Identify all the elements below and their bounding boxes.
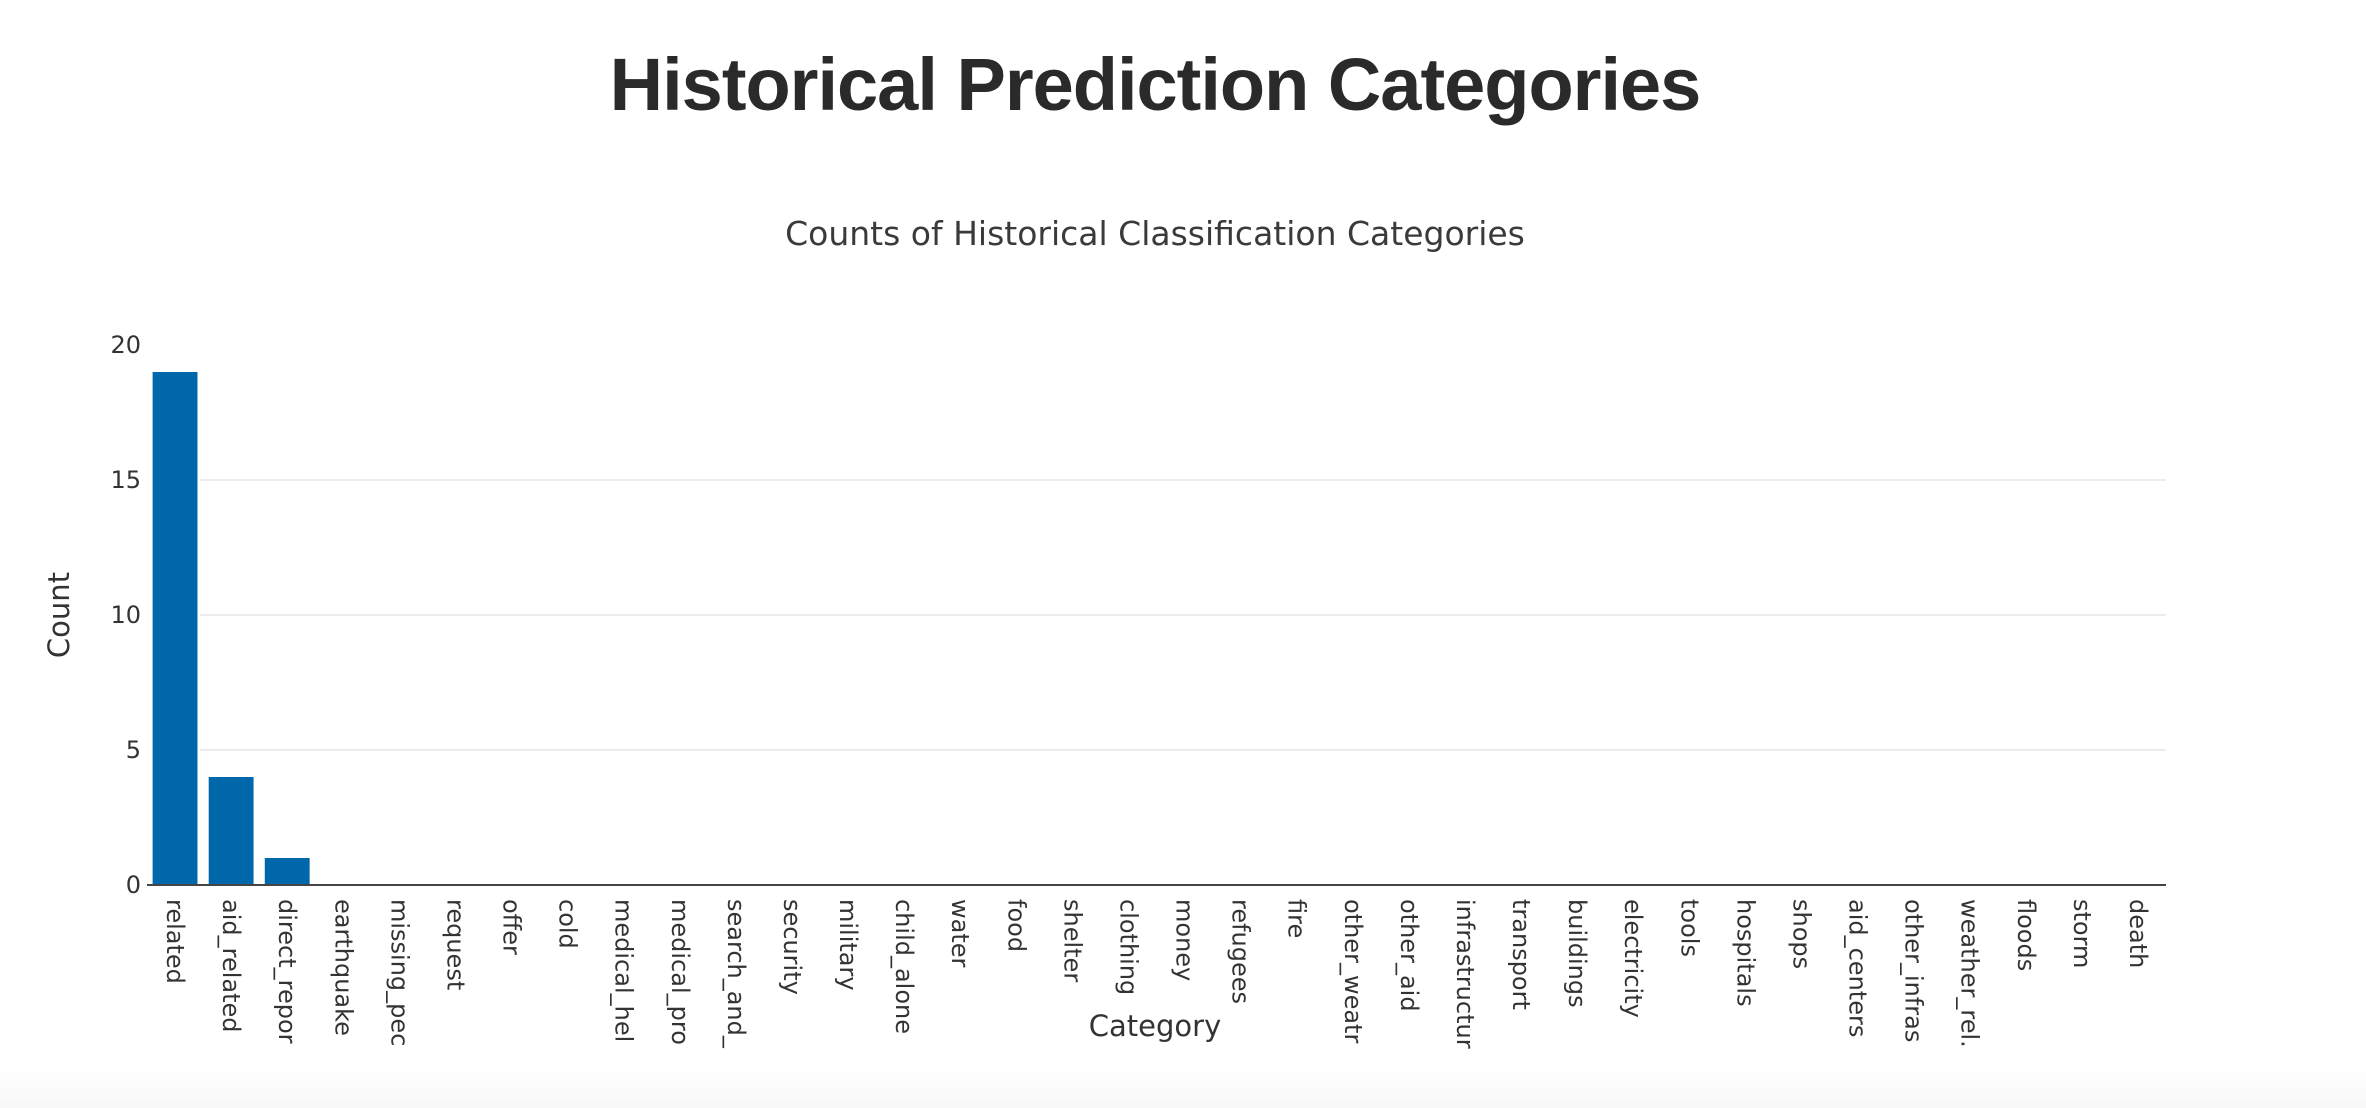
x-tick-label: storm: [2068, 899, 2096, 968]
bar-related[interactable]: [152, 372, 198, 885]
y-tick-label: 15: [110, 466, 141, 494]
x-tick-label: fire: [1283, 899, 1311, 938]
x-tick-label: floods: [2012, 899, 2040, 971]
x-tick-label: aid_centers: [1844, 899, 1872, 1037]
x-tick-label: other_aid: [1395, 899, 1423, 1012]
y-tick-label: 0: [126, 871, 141, 899]
bars: [152, 372, 310, 885]
x-tick-label: other_infras: [1900, 899, 1928, 1042]
x-tick-label: clothing: [1114, 899, 1142, 995]
y-tick-label: 10: [110, 601, 141, 629]
x-tick-label: food: [1002, 899, 1030, 952]
x-tick-label: search_and_: [722, 899, 750, 1049]
x-tick-label: direct_repor: [273, 899, 301, 1044]
x-tick-label: request: [441, 899, 469, 990]
x-tick-label: buildings: [1563, 899, 1591, 1008]
y-tick-label: 5: [126, 736, 141, 764]
x-tick-label: hospitals: [1731, 899, 1759, 1007]
x-tick-label: cold: [554, 899, 582, 949]
x-tick-label: weather_rel.: [1956, 899, 1984, 1048]
x-tick-label: child_alone: [890, 899, 918, 1034]
page-title: Historical Prediction Categories: [609, 43, 1702, 126]
x-tick-label: tools: [1675, 899, 1703, 957]
x-tick-label: water: [946, 899, 974, 968]
page-bottom-fade: [0, 1070, 2366, 1108]
y-tick-labels: 0 5 10 15 20: [110, 331, 141, 899]
x-tick-label: refugees: [1227, 899, 1255, 1004]
x-tick-label: death: [2124, 899, 2152, 968]
x-tick-label: transport: [1507, 899, 1535, 1010]
x-tick-label: electricity: [1619, 899, 1647, 1018]
x-tick-label: medical_pro: [666, 899, 694, 1045]
y-tick-label: 20: [110, 331, 141, 359]
x-tick-label: money: [1171, 899, 1199, 981]
x-tick-label: aid_related: [217, 899, 245, 1033]
x-tick-label: military: [834, 899, 862, 991]
grid-lines: [200, 479, 2166, 751]
x-tick-labels: related aid_related direct_repor earthquake…: [161, 899, 2152, 1049]
bar-direct_repor[interactable]: [264, 858, 310, 885]
chart-title: Counts of Historical Classification Cate…: [785, 214, 1525, 253]
x-tick-label: offer: [498, 899, 526, 955]
x-tick-label: shops: [1787, 899, 1815, 969]
x-tick-label: infrastructur: [1451, 899, 1479, 1049]
x-axis-title: Category: [1089, 1009, 1221, 1043]
x-tick-label: shelter: [1058, 899, 1086, 982]
x-tick-label: missing_pec: [385, 899, 413, 1046]
x-tick-label: other_weatr: [1339, 899, 1367, 1043]
x-tick-label: medical_hel: [610, 899, 638, 1042]
x-tick-label: security: [778, 899, 806, 995]
y-axis-title: Count: [42, 572, 76, 658]
bar-aid_related[interactable]: [208, 777, 254, 885]
x-tick-label: related: [161, 899, 189, 984]
x-tick-label: earthquake: [329, 899, 357, 1036]
